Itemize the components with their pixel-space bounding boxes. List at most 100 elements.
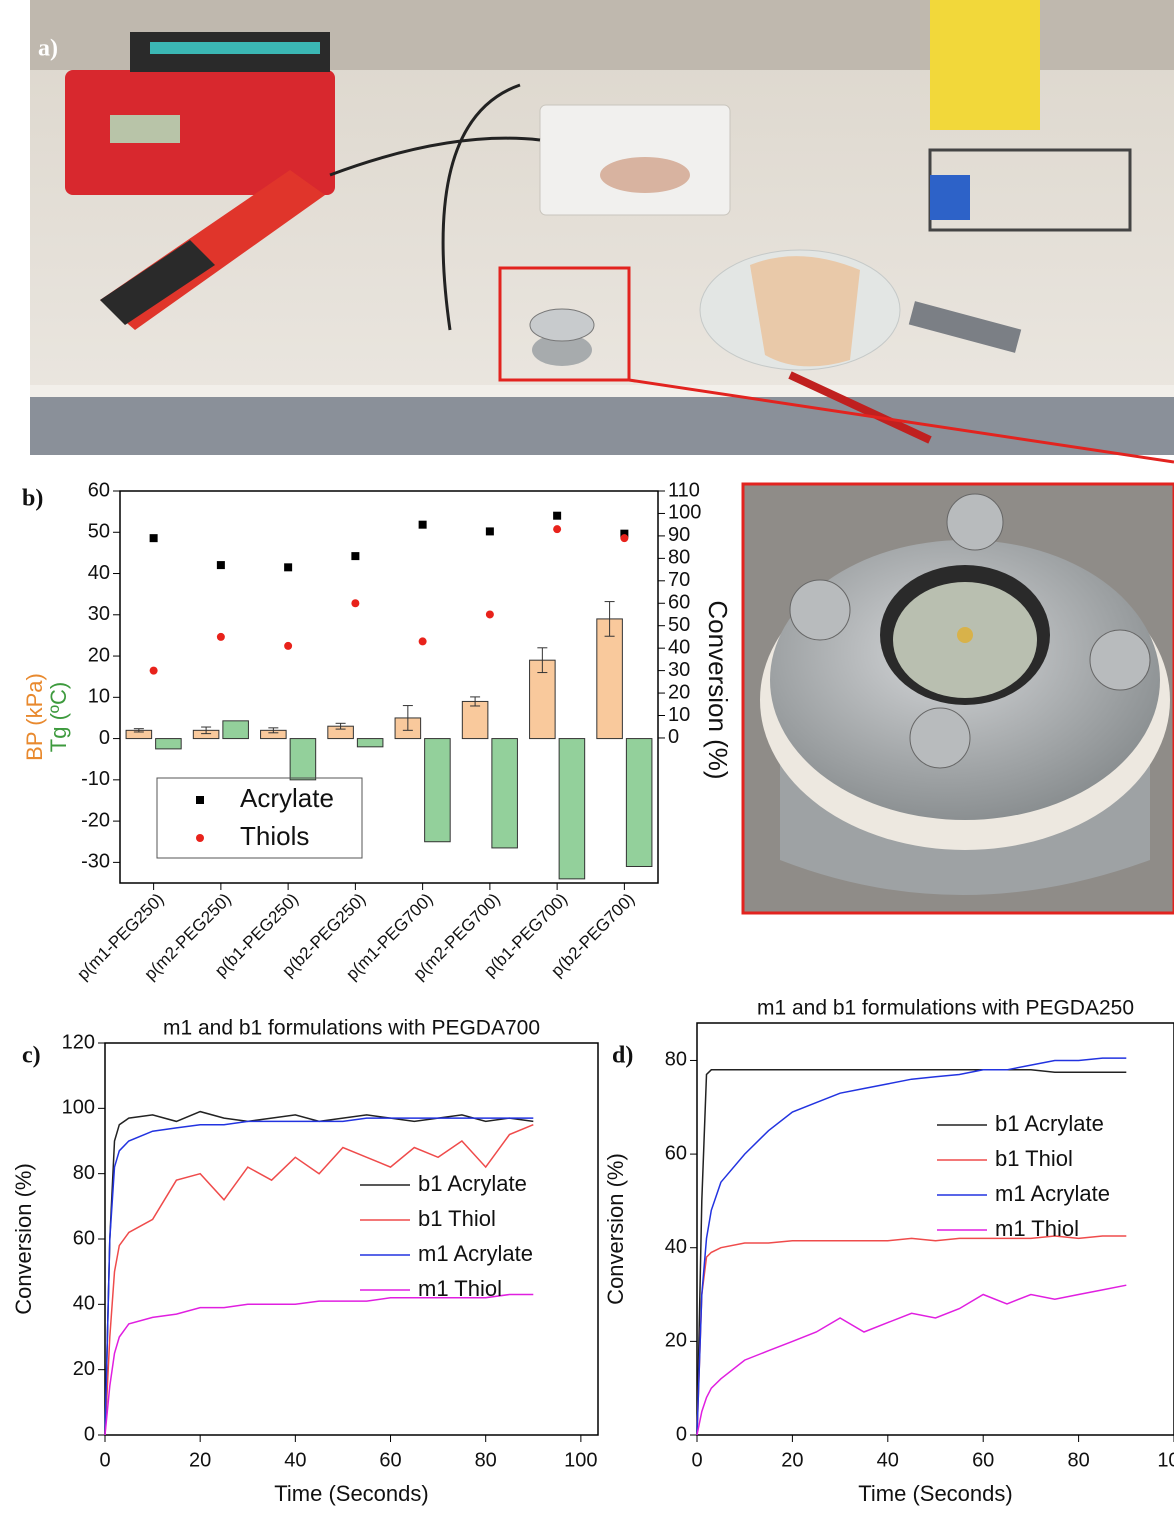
photo-inset: [741, 482, 1174, 915]
series-line: [104, 1117, 534, 1436]
point: [620, 529, 629, 538]
y-tick-label: 30: [88, 603, 110, 625]
y-axis-label: BP (kPa): [22, 673, 47, 761]
plot-frame: [104, 1042, 599, 1436]
error-bar: [537, 647, 548, 674]
y2-tick-label: 110: [668, 479, 700, 501]
x-tick-label: 100: [1157, 1449, 1174, 1471]
error-bar: [470, 696, 481, 707]
legend-box: [156, 777, 363, 859]
x-tick-label: 60: [379, 1449, 401, 1471]
y2-tick-label: 90: [668, 524, 690, 546]
legend-label: m1 Thiol: [418, 1276, 502, 1301]
legend-label: b1 Thiol: [418, 1206, 496, 1231]
y-tick-label: 50: [88, 521, 110, 543]
series-line: [696, 1284, 1127, 1436]
point: [149, 666, 158, 675]
y-tick-label: 40: [73, 1293, 95, 1315]
point: [418, 637, 427, 646]
y-axis-label: Tg (ºC): [46, 682, 71, 752]
y2-tick-label: 10: [668, 704, 690, 726]
bar: [356, 738, 384, 748]
bar: [558, 738, 586, 880]
legend-label: b1 Acrylate: [418, 1171, 527, 1196]
x-tick-label: 20: [781, 1449, 803, 1471]
point: [418, 520, 427, 529]
series-line: [696, 1235, 1127, 1436]
error-bar: [133, 728, 144, 733]
y-tick-label: 0: [99, 727, 110, 749]
y-tick-label: 80: [73, 1162, 95, 1184]
error-bar: [335, 722, 346, 730]
series-line: [104, 1124, 534, 1436]
y-tick-label: -10: [81, 768, 110, 790]
point: [351, 552, 360, 561]
bar: [155, 738, 182, 750]
y2-tick-label: 100: [668, 502, 701, 524]
point: [553, 525, 562, 534]
y2-axis-label: Conversion (%): [703, 600, 733, 779]
y2-tick-label: 60: [668, 592, 690, 614]
y-axis-label: Conversion (%): [603, 1153, 628, 1305]
legend-label: b1 Acrylate: [995, 1111, 1104, 1136]
x-tick-label: 20: [189, 1449, 211, 1471]
plot-frame: [119, 490, 659, 884]
error-bar: [201, 726, 212, 735]
x-tick-label: 40: [284, 1449, 306, 1471]
series-line: [696, 1057, 1127, 1436]
y-tick-label: 0: [676, 1423, 687, 1445]
zoom-line: [628, 378, 1174, 464]
bar: [625, 738, 653, 867]
y2-tick-label: 70: [668, 569, 690, 591]
legend-label: b1 Thiol: [995, 1146, 1073, 1171]
bar: [461, 700, 489, 740]
legend-label: Acrylate: [240, 783, 334, 813]
x-tick-label: 100: [564, 1449, 597, 1471]
y2-tick-label: 80: [668, 547, 690, 569]
plot-frame: [696, 1022, 1174, 1436]
legend-label: m1 Thiol: [995, 1216, 1079, 1241]
chart-title: m1 and b1 formulations with PEGDA700: [163, 1017, 540, 1040]
x-tick-label: 40: [877, 1449, 899, 1471]
bar: [596, 618, 623, 740]
point: [284, 563, 293, 572]
bar: [424, 738, 451, 843]
x-tick-label: 0: [691, 1449, 702, 1471]
point: [216, 561, 225, 570]
y2-tick-label: 50: [668, 614, 690, 636]
y-tick-label: 80: [665, 1049, 687, 1071]
y-tick-label: 120: [62, 1031, 95, 1053]
y-tick-label: 20: [88, 644, 110, 666]
y-tick-label: 40: [665, 1236, 687, 1258]
x-tick-label: 60: [972, 1449, 994, 1471]
y-tick-label: -20: [81, 809, 110, 831]
panel-label: a): [38, 36, 58, 62]
error-bar: [402, 705, 413, 731]
series-line: [104, 1110, 534, 1436]
chart-title: m1 and b1 formulations with PEGDA250: [757, 997, 1134, 1020]
legend-label: m1 Acrylate: [418, 1241, 533, 1266]
photo-setup: [30, 0, 1174, 455]
y-tick-label: 40: [88, 562, 110, 584]
y2-tick-label: 0: [668, 726, 679, 748]
point: [284, 641, 293, 650]
y-tick-label: 60: [665, 1142, 687, 1164]
y-tick-label: 100: [62, 1097, 95, 1119]
y-tick-label: 20: [665, 1330, 687, 1352]
x-axis-label: Time (Seconds): [274, 1481, 428, 1506]
error-bar: [268, 727, 279, 734]
bar: [529, 659, 556, 740]
y-tick-label: 0: [84, 1423, 95, 1445]
y-axis-label: Conversion (%): [11, 1163, 36, 1315]
x-tick-label: 80: [475, 1449, 497, 1471]
point: [553, 511, 562, 520]
bar: [491, 738, 518, 849]
bar: [222, 720, 249, 740]
bar: [289, 738, 317, 781]
point: [149, 534, 158, 543]
y2-tick-label: 20: [668, 681, 690, 703]
x-axis-label: Time (Seconds): [858, 1481, 1012, 1506]
panel-label: c): [22, 1043, 41, 1069]
legend-label: Thiols: [240, 821, 309, 851]
